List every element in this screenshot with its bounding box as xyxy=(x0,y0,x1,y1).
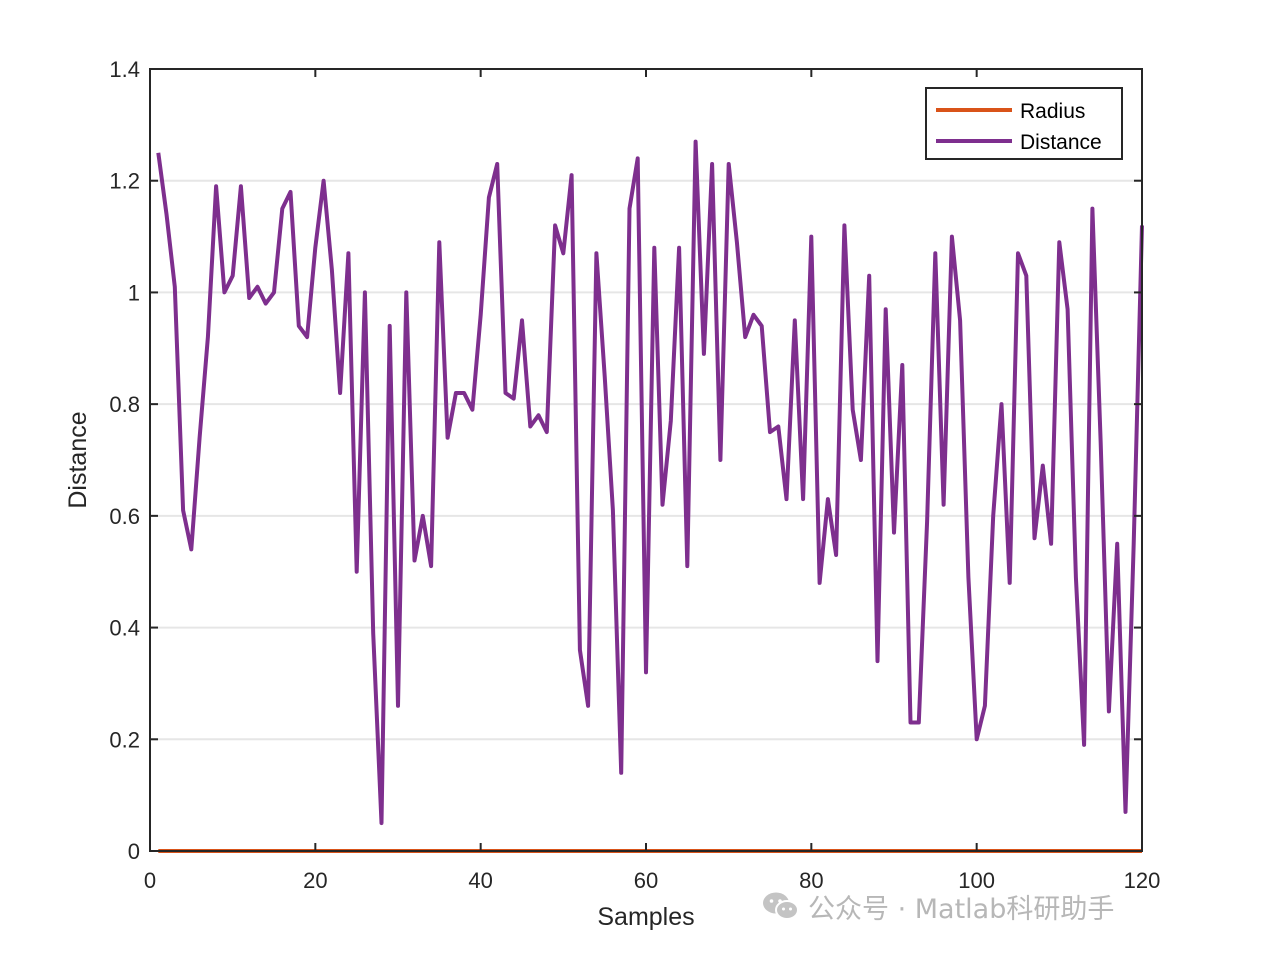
watermark: 公众号 · Matlab科研助手 xyxy=(762,886,1114,926)
y-tick-label: 1 xyxy=(128,280,140,305)
plot-area xyxy=(150,69,1142,851)
wechat-icon xyxy=(763,892,799,920)
tick-marks xyxy=(149,68,1143,852)
legend: Radius Distance xyxy=(925,87,1123,160)
y-tick-label: 0.2 xyxy=(109,727,140,752)
x-tick-label: 100 xyxy=(958,868,995,893)
x-axis-label: Samples xyxy=(597,903,694,931)
y-tick-label: 0 xyxy=(128,839,140,864)
x-tick-label: 60 xyxy=(634,868,658,893)
x-tick-label: 0 xyxy=(144,868,156,893)
legend-label-distance: Distance xyxy=(1020,131,1102,154)
x-tick-label: 80 xyxy=(799,868,823,893)
watermark-text: 公众号 · Matlab科研助手 xyxy=(808,893,1115,925)
y-axis-label: Distance xyxy=(64,411,92,508)
legend-box xyxy=(925,87,1123,160)
x-tick-label: 20 xyxy=(303,868,327,893)
x-tick-label: 40 xyxy=(468,868,492,893)
y-tick-label: 0.4 xyxy=(109,616,140,641)
y-tick-label: 0.8 xyxy=(109,392,140,417)
series-line-distance xyxy=(156,139,1144,826)
x-tick-label: 120 xyxy=(1124,868,1161,893)
tick-labels: 0 0.2 0.4 0.6 0.8 1 1.2 1.4 0 20 40 60 80 100 120 xyxy=(109,57,1160,893)
y-tick-label: 1.2 xyxy=(109,169,140,194)
legend-label-radius: Radius xyxy=(1020,100,1085,123)
y-tick-label: 0.6 xyxy=(109,504,140,529)
y-tick-label: 1.4 xyxy=(109,57,140,82)
